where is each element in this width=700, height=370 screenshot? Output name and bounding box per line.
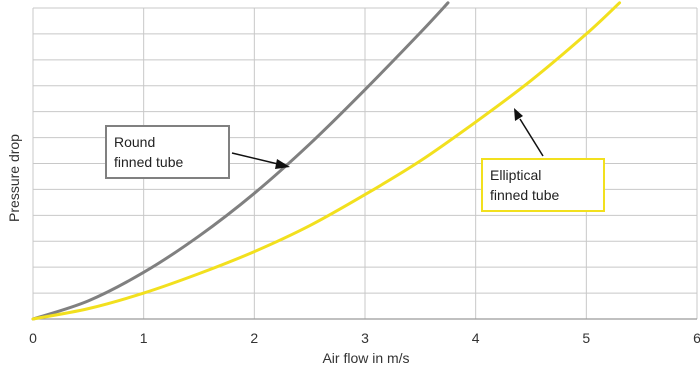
x-tick-label: 3: [361, 330, 369, 346]
series-line-round-finned-tube: [31, 1, 450, 321]
grid: [32, 7, 698, 320]
annotation-round-finned-tube: Round finned tube: [105, 125, 290, 179]
x-tick-label: 0: [29, 330, 37, 346]
series-line-elliptical-finned-tube: [31, 1, 622, 321]
annotation-arrow-line: [231, 152, 279, 165]
annotation-text-line-1: Elliptical: [490, 167, 541, 183]
annotation-box: [481, 158, 605, 212]
annotation-text-line-2: finned tube: [114, 154, 183, 170]
annotation-box: [105, 125, 230, 179]
annotation-arrow-line: [519, 118, 544, 157]
x-tick-label: 2: [250, 330, 258, 346]
y-axis-label: Pressure drop: [6, 134, 22, 222]
annotation-elliptical-finned-tube: Elliptical finned tube: [481, 108, 605, 212]
annotation-arrowhead: [514, 108, 523, 121]
annotation-text-line-1: Round: [114, 134, 155, 150]
series-lines: [31, 1, 622, 321]
x-axis-label: Air flow in m/s: [322, 350, 409, 366]
x-tick-labels: 0 1 2 3 4 5 6: [29, 330, 700, 346]
x-tick-label: 5: [582, 330, 590, 346]
annotation-text-line-2: finned tube: [490, 187, 559, 203]
annotation-arrowhead: [275, 159, 290, 169]
x-tick-label: 6: [693, 330, 700, 346]
x-tick-label: 1: [140, 330, 148, 346]
x-tick-label: 4: [472, 330, 480, 346]
